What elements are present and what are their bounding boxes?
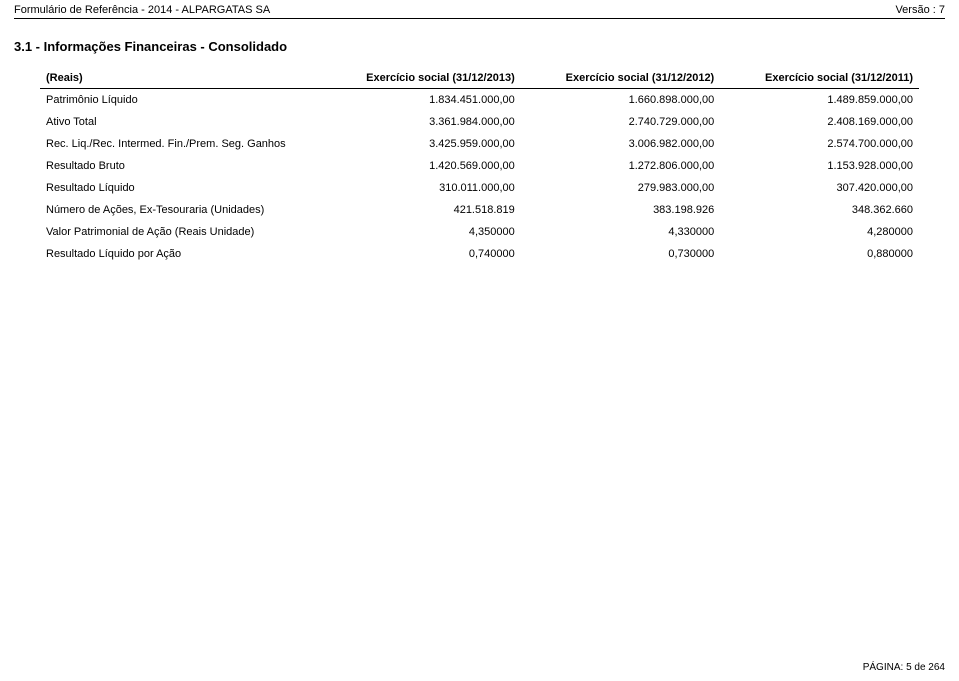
table-row: Patrimônio Líquido 1.834.451.000,00 1.66… bbox=[40, 89, 919, 112]
table-row: Número de Ações, Ex-Tesouraria (Unidades… bbox=[40, 199, 919, 221]
cell: 1.272.806.000,00 bbox=[521, 155, 720, 177]
col-header-label: (Reais) bbox=[40, 68, 321, 89]
cell: 0,730000 bbox=[521, 243, 720, 265]
col-header-2013: Exercício social (31/12/2013) bbox=[321, 68, 520, 89]
header-right: Versão : 7 bbox=[895, 4, 945, 16]
financial-table: (Reais) Exercício social (31/12/2013) Ex… bbox=[40, 68, 919, 265]
cell: 310.011.000,00 bbox=[321, 177, 520, 199]
cell: 4,280000 bbox=[720, 221, 919, 243]
row-label: Patrimônio Líquido bbox=[40, 89, 321, 112]
row-label: Resultado Líquido por Ação bbox=[40, 243, 321, 265]
table-row: Rec. Liq./Rec. Intermed. Fin./Prem. Seg.… bbox=[40, 133, 919, 155]
table-row: Resultado Bruto 1.420.569.000,00 1.272.8… bbox=[40, 155, 919, 177]
cell: 2.574.700.000,00 bbox=[720, 133, 919, 155]
cell: 1.420.569.000,00 bbox=[321, 155, 520, 177]
cell: 3.361.984.000,00 bbox=[321, 111, 520, 133]
row-label: Resultado Líquido bbox=[40, 177, 321, 199]
cell: 2.408.169.000,00 bbox=[720, 111, 919, 133]
table-header-row: (Reais) Exercício social (31/12/2013) Ex… bbox=[40, 68, 919, 89]
table-row: Valor Patrimonial de Ação (Reais Unidade… bbox=[40, 221, 919, 243]
cell: 421.518.819 bbox=[321, 199, 520, 221]
cell: 348.362.660 bbox=[720, 199, 919, 221]
cell: 1.834.451.000,00 bbox=[321, 89, 520, 112]
header-divider bbox=[14, 18, 945, 19]
cell: 4,350000 bbox=[321, 221, 520, 243]
cell: 383.198.926 bbox=[521, 199, 720, 221]
cell: 1.153.928.000,00 bbox=[720, 155, 919, 177]
table-row: Resultado Líquido 310.011.000,00 279.983… bbox=[40, 177, 919, 199]
cell: 1.660.898.000,00 bbox=[521, 89, 720, 112]
financial-table-wrap: (Reais) Exercício social (31/12/2013) Ex… bbox=[0, 68, 959, 265]
header-left: Formulário de Referência - 2014 - ALPARG… bbox=[14, 4, 270, 16]
cell: 3.006.982.000,00 bbox=[521, 133, 720, 155]
row-label: Valor Patrimonial de Ação (Reais Unidade… bbox=[40, 221, 321, 243]
row-label: Resultado Bruto bbox=[40, 155, 321, 177]
cell: 4,330000 bbox=[521, 221, 720, 243]
cell: 0,740000 bbox=[321, 243, 520, 265]
row-label: Número de Ações, Ex-Tesouraria (Unidades… bbox=[40, 199, 321, 221]
cell: 1.489.859.000,00 bbox=[720, 89, 919, 112]
col-header-2011: Exercício social (31/12/2011) bbox=[720, 68, 919, 89]
row-label: Ativo Total bbox=[40, 111, 321, 133]
document-header: Formulário de Referência - 2014 - ALPARG… bbox=[0, 0, 959, 18]
cell: 0,880000 bbox=[720, 243, 919, 265]
cell: 279.983.000,00 bbox=[521, 177, 720, 199]
col-header-2012: Exercício social (31/12/2012) bbox=[521, 68, 720, 89]
cell: 2.740.729.000,00 bbox=[521, 111, 720, 133]
section-title: 3.1 - Informações Financeiras - Consolid… bbox=[0, 33, 959, 68]
table-row: Resultado Líquido por Ação 0,740000 0,73… bbox=[40, 243, 919, 265]
table-row: Ativo Total 3.361.984.000,00 2.740.729.0… bbox=[40, 111, 919, 133]
page-footer: PÁGINA: 5 de 264 bbox=[863, 662, 945, 673]
cell: 3.425.959.000,00 bbox=[321, 133, 520, 155]
cell: 307.420.000,00 bbox=[720, 177, 919, 199]
row-label: Rec. Liq./Rec. Intermed. Fin./Prem. Seg.… bbox=[40, 133, 321, 155]
